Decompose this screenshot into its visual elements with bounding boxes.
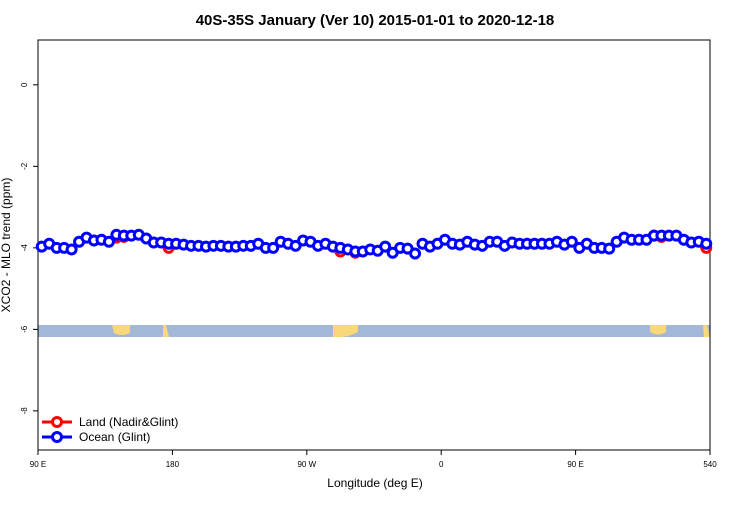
- marker: [603, 242, 616, 255]
- band: [38, 325, 710, 337]
- x-tick-label: 0: [439, 460, 444, 469]
- landmass: [703, 325, 710, 337]
- marker: [289, 239, 302, 252]
- x-tick-label: 90 E: [567, 460, 583, 469]
- marker: [267, 241, 280, 254]
- x-tick-label: 540: [703, 460, 717, 469]
- y-axis-label: XCO2 - MLO trend (ppm): [0, 178, 13, 313]
- y-tick-label: -8: [20, 407, 29, 415]
- landmass: [112, 325, 130, 335]
- landmass: [163, 325, 169, 337]
- marker: [409, 247, 422, 260]
- y-tick-label: -4: [20, 244, 29, 252]
- marker: [565, 235, 578, 248]
- chart-title: 40S-35S January (Ver 10) 2015-01-01 to 2…: [196, 12, 555, 29]
- x-tick-label: 90 W: [297, 460, 316, 469]
- x-tick-label: 180: [166, 460, 180, 469]
- x-tick-label: 90 E: [30, 460, 46, 469]
- x-axis-label: Longitude (deg E): [327, 476, 422, 490]
- marker: [700, 237, 713, 250]
- y-tick-label: 0: [20, 82, 29, 87]
- legend-marker: [51, 431, 63, 443]
- legend-label: Ocean (Glint): [79, 430, 150, 444]
- land-band: [38, 325, 710, 338]
- landmass: [333, 325, 358, 338]
- y-tick-label: -6: [20, 325, 29, 333]
- landmass: [650, 325, 666, 335]
- legend-label: Land (Nadir&Glint): [79, 415, 178, 429]
- marker: [65, 243, 78, 256]
- marker: [102, 235, 115, 248]
- marker: [379, 240, 392, 253]
- legend-marker: [51, 416, 63, 428]
- y-tick-label: -2: [20, 162, 29, 170]
